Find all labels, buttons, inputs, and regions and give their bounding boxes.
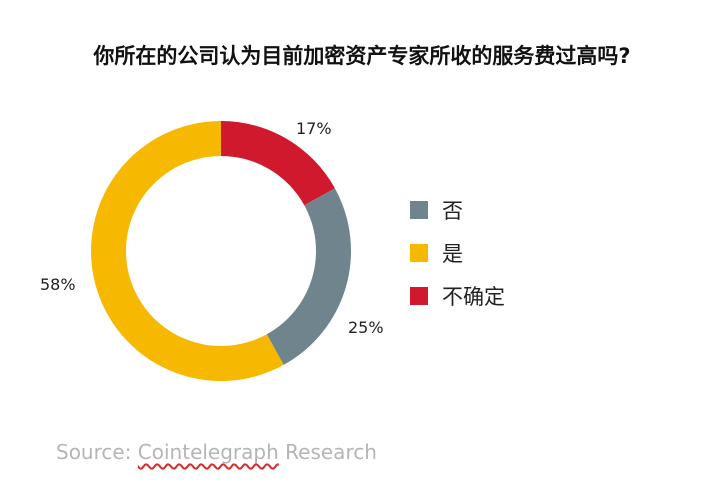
legend-label-no: 否 [442,199,463,223]
source-suffix: Research [278,440,377,464]
legend-swatch-no [410,201,428,219]
data-label-uncertain: 17% [296,119,332,138]
source-prefix: Source: [56,440,138,464]
data-label-no: 25% [348,318,384,337]
chart-legend: 否 是 不确定 [410,195,505,324]
legend-label-uncertain: 不确定 [442,285,505,309]
legend-item-no: 否 [410,195,505,225]
legend-item-uncertain: 不确定 [410,281,505,311]
chart-title: 你所在的公司认为目前加密资产专家所收的服务费过高吗? [93,44,631,68]
source-note: Source: Cointelegraph Research [56,440,377,464]
donut-slice-no [266,188,351,365]
donut-slice-yes [90,121,284,381]
source-name: Cointelegraph [137,440,279,464]
legend-swatch-yes [410,244,428,262]
legend-label-yes: 是 [442,242,463,266]
legend-item-yes: 是 [410,238,505,268]
data-label-yes: 58% [40,275,76,294]
legend-swatch-uncertain [410,287,428,305]
donut-slice-uncertain [221,121,335,206]
